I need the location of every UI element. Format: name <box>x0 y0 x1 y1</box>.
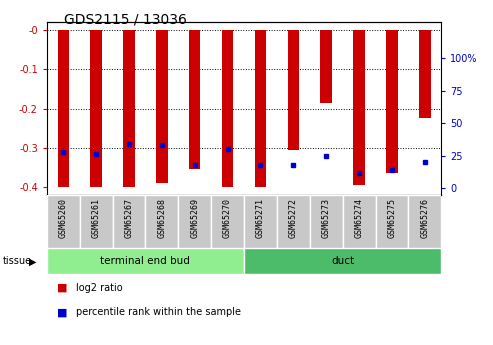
Bar <box>112 195 145 248</box>
Text: GSM65274: GSM65274 <box>354 198 363 238</box>
Text: GSM65261: GSM65261 <box>92 198 101 238</box>
Text: ■: ■ <box>57 307 67 317</box>
Bar <box>353 30 365 185</box>
Bar <box>222 30 233 187</box>
Text: terminal end bud: terminal end bud <box>101 256 190 266</box>
Bar <box>343 195 376 248</box>
Bar <box>386 30 398 173</box>
Bar <box>376 195 408 248</box>
Text: GSM65268: GSM65268 <box>157 198 166 238</box>
Text: GDS2115 / 13036: GDS2115 / 13036 <box>64 12 187 26</box>
Text: ▶: ▶ <box>29 256 36 266</box>
Bar <box>419 30 430 118</box>
Bar <box>287 30 299 150</box>
Bar <box>90 30 102 187</box>
Text: tissue: tissue <box>2 256 32 266</box>
Bar <box>80 195 112 248</box>
Bar <box>408 195 441 248</box>
Bar <box>156 30 168 183</box>
Text: GSM65267: GSM65267 <box>125 198 134 238</box>
Text: GSM65275: GSM65275 <box>387 198 396 238</box>
Bar <box>123 30 135 187</box>
Bar <box>320 30 332 103</box>
Bar <box>211 195 244 248</box>
Bar <box>47 195 80 248</box>
Text: duct: duct <box>331 256 354 266</box>
Bar <box>178 195 211 248</box>
Text: GSM65270: GSM65270 <box>223 198 232 238</box>
Bar <box>189 30 201 169</box>
Text: GSM65260: GSM65260 <box>59 198 68 238</box>
Text: percentile rank within the sample: percentile rank within the sample <box>76 307 242 317</box>
Text: GSM65269: GSM65269 <box>190 198 199 238</box>
Bar <box>47 248 244 274</box>
Text: GSM65273: GSM65273 <box>322 198 331 238</box>
Bar <box>277 195 310 248</box>
Text: ■: ■ <box>57 283 67 293</box>
Bar <box>145 195 178 248</box>
Text: GSM65271: GSM65271 <box>256 198 265 238</box>
Text: GSM65276: GSM65276 <box>421 198 429 238</box>
Bar <box>244 248 441 274</box>
Text: log2 ratio: log2 ratio <box>76 283 123 293</box>
Bar <box>244 195 277 248</box>
Bar <box>58 30 69 187</box>
Text: GSM65272: GSM65272 <box>289 198 298 238</box>
Bar <box>310 195 343 248</box>
Bar <box>255 30 266 187</box>
